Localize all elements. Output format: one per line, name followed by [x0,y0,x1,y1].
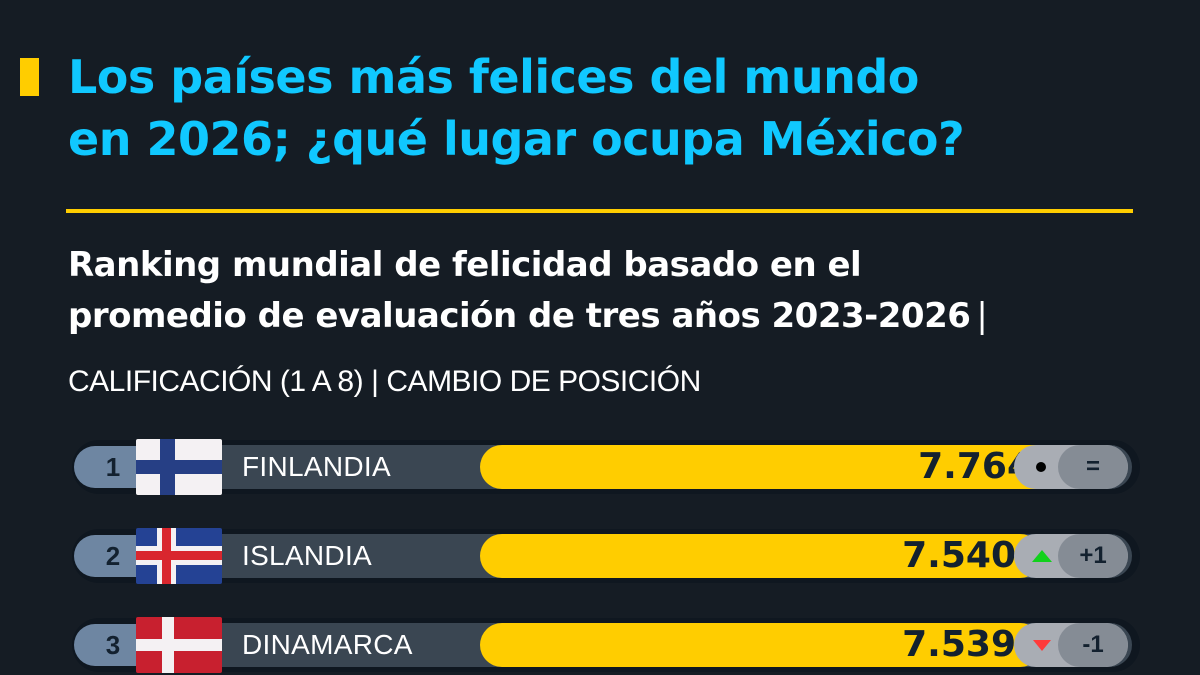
denmark-flag-icon [136,617,222,673]
country-name: DINAMARCA [242,629,413,660]
country-name: ISLANDIA [242,540,372,571]
score-value: 7.540 [902,535,1016,576]
ranking-row: 3 DINAMARCA 7.539 -1 [72,617,1140,673]
score-bar: 7.539 [480,623,1042,667]
title-line-2: en 2026; ¿qué lugar ocupa México? [68,112,965,166]
page-title: Los países más felices del mundo en 2026… [68,46,965,170]
score-bar: 7.540 [480,534,1042,578]
score-value: 7.539 [902,624,1016,665]
country-name: FINLANDIA [242,451,391,482]
position-change-badge: +1 [1014,534,1128,578]
subtitle-line-2: promedio de evaluación de tres años 2023… [68,296,971,336]
subtitle-line-1: Ranking mundial de felicidad basado en e… [68,245,862,285]
ranking-row: 1 FINLANDIA 7.764 = [72,439,1140,495]
legend-change: CAMBIO DE POSICIÓN [386,365,701,398]
score-bar: 7.764 [480,445,1058,489]
legend-score: CALIFICACIÓN (1 A 8) [68,365,364,398]
position-change-badge: -1 [1014,623,1128,667]
arrow-down-icon [1032,623,1052,667]
ranking-row: 2 ISLANDIA 7.540 +1 [72,528,1140,584]
legend-separator: | [371,365,379,398]
chart-subtitle: Ranking mundial de felicidad basado en e… [68,240,988,342]
legend-line: CALIFICACIÓN (1 A 8) | CAMBIO DE POSICIÓN [68,360,701,404]
iceland-flag-icon [136,528,222,584]
subtitle-separator: | [976,296,988,336]
position-change-value: +1 [1058,534,1128,578]
title-divider [66,209,1133,213]
score-value: 7.764 [918,446,1032,487]
position-change-value: -1 [1058,623,1128,667]
title-marker [20,58,39,96]
no-change-dot-icon [1032,445,1052,489]
finland-flag-icon [136,439,222,495]
title-line-1: Los países más felices del mundo [68,50,919,104]
position-change-badge: = [1014,445,1128,489]
position-change-value: = [1058,445,1128,489]
arrow-up-icon [1032,534,1052,578]
